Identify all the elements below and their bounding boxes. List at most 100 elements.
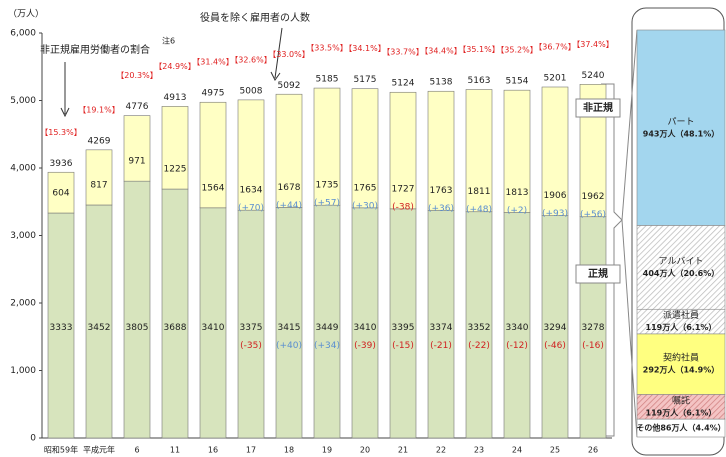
bar-segment: [427, 90, 455, 211]
ratio-label: 【33.7%】: [382, 48, 423, 57]
x-tick-label: 18: [284, 446, 294, 455]
ratio-label: 【20.3%】: [116, 71, 157, 80]
series-label: 正規: [588, 267, 608, 280]
total-label: 5201: [544, 73, 567, 83]
ratio-label: 【15.3%】: [40, 128, 81, 137]
arrow-head: [270, 71, 281, 81]
change-label: (-46): [544, 341, 566, 351]
total-label: 3936: [50, 159, 73, 169]
total-label: 4776: [126, 102, 149, 112]
change-label: (-12): [506, 341, 528, 351]
value-label: 3452: [88, 323, 111, 333]
value-label: 1564: [202, 183, 225, 193]
ratio-label: 【36.7%】: [534, 42, 575, 51]
breakdown-label: 292万人（14.9%）: [643, 365, 719, 375]
bar-segment: [579, 216, 607, 439]
x-tick-label: 26: [588, 446, 598, 455]
total-label: 5092: [278, 81, 301, 91]
x-tick-label: 平成元年: [83, 445, 115, 455]
total-label: 4269: [88, 136, 111, 146]
value-label: 3410: [354, 323, 377, 333]
bar-segment: [47, 212, 75, 439]
ratio-label: 【33.5%】: [306, 44, 347, 53]
value-label: 1962: [582, 192, 605, 202]
change-label: (+30): [352, 201, 378, 211]
change-label: (-21): [430, 341, 452, 351]
bar-segment: [313, 87, 341, 206]
bar-segment: [123, 115, 151, 182]
change-label: (+34): [314, 341, 340, 351]
total-label: 5240: [582, 71, 605, 81]
change-label: (-16): [582, 341, 604, 351]
total-label: 4975: [202, 89, 225, 99]
x-tick-label: 25: [550, 446, 560, 455]
change-label: (-39): [354, 341, 376, 351]
bar-segment: [199, 101, 227, 209]
value-label: 1678: [278, 183, 301, 193]
x-tick-label: 21: [398, 446, 408, 455]
ratio-label: 【19.1%】: [78, 105, 119, 114]
ratio-label: 【32.6%】: [230, 55, 271, 64]
x-tick-label: 11: [170, 446, 180, 455]
breakdown-label: 119万人（6.1%）: [646, 322, 717, 332]
ratio-label: 【34.1%】: [344, 44, 385, 53]
breakdown-name: 派遣社員: [663, 309, 699, 321]
bar-segment: [389, 91, 417, 210]
x-tick-label: 20: [360, 446, 370, 455]
value-label: 3415: [278, 323, 301, 333]
value-label: 1735: [316, 181, 339, 191]
value-label: 3374: [430, 323, 453, 333]
change-label: (-38): [392, 202, 414, 212]
change-label: (+40): [276, 341, 302, 351]
series-label-box: [575, 264, 621, 284]
breakdown-name: アルバイト: [659, 256, 704, 267]
change-label: (+48): [466, 205, 492, 215]
total-label: 4913: [164, 93, 187, 103]
bar-segment: [389, 208, 417, 439]
bar-segment: [465, 89, 493, 213]
ratio-label: 【35.1%】: [458, 45, 499, 54]
change-label: (+36): [428, 204, 454, 214]
total-label: 5154: [506, 77, 529, 87]
x-tick-label: 6: [134, 446, 139, 455]
change-label: (-15): [392, 341, 414, 351]
value-label: 1811: [468, 187, 491, 197]
ratio-label: 【35.2%】: [496, 46, 537, 55]
breakdown-label: 404万人（20.6%）: [643, 268, 719, 278]
total-note: 役員を除く雇用者の人数: [200, 11, 310, 24]
total-label: 5124: [392, 79, 415, 89]
x-tick-label: 17: [246, 446, 256, 455]
change-label: (+57): [314, 199, 340, 209]
unit-label: （万人）: [8, 9, 44, 20]
series-label: 非正規: [583, 101, 613, 114]
total-label: 5175: [354, 75, 377, 85]
bar-segment: [541, 215, 569, 439]
value-label: 971: [128, 157, 145, 167]
bar-segment: [161, 188, 189, 439]
change-label: (+56): [580, 210, 606, 220]
value-label: 3410: [202, 323, 225, 333]
bar-segment: [427, 209, 455, 439]
total-label: 5185: [316, 75, 339, 85]
bar-segment: [503, 212, 531, 439]
breakdown-segment: [636, 29, 726, 226]
change-label: (-35): [240, 341, 262, 351]
breakdown-label: その他86万人（4.4%）: [636, 423, 725, 433]
bar-segment: [47, 171, 75, 214]
x-tick-label: 16: [208, 446, 218, 455]
bar-segment: [85, 204, 113, 439]
value-label: 3352: [468, 323, 491, 333]
value-label: 1225: [164, 165, 187, 175]
ratio-label: 【31.4%】: [192, 58, 233, 67]
breakdown-name: 嘱託: [672, 394, 690, 406]
total-label: 5138: [430, 78, 453, 88]
x-tick-label: 23: [474, 446, 484, 455]
ratio-label: 【34.4%】: [420, 47, 461, 56]
bar-segment: [351, 88, 379, 209]
breakdown-label: 943万人（48.1%）: [643, 128, 719, 138]
total-label: 5163: [468, 76, 491, 86]
value-label: 1634: [240, 186, 263, 196]
bar-segment: [275, 207, 303, 439]
y-tick-label: 4,000: [10, 164, 36, 174]
bar-segment: [161, 106, 189, 190]
